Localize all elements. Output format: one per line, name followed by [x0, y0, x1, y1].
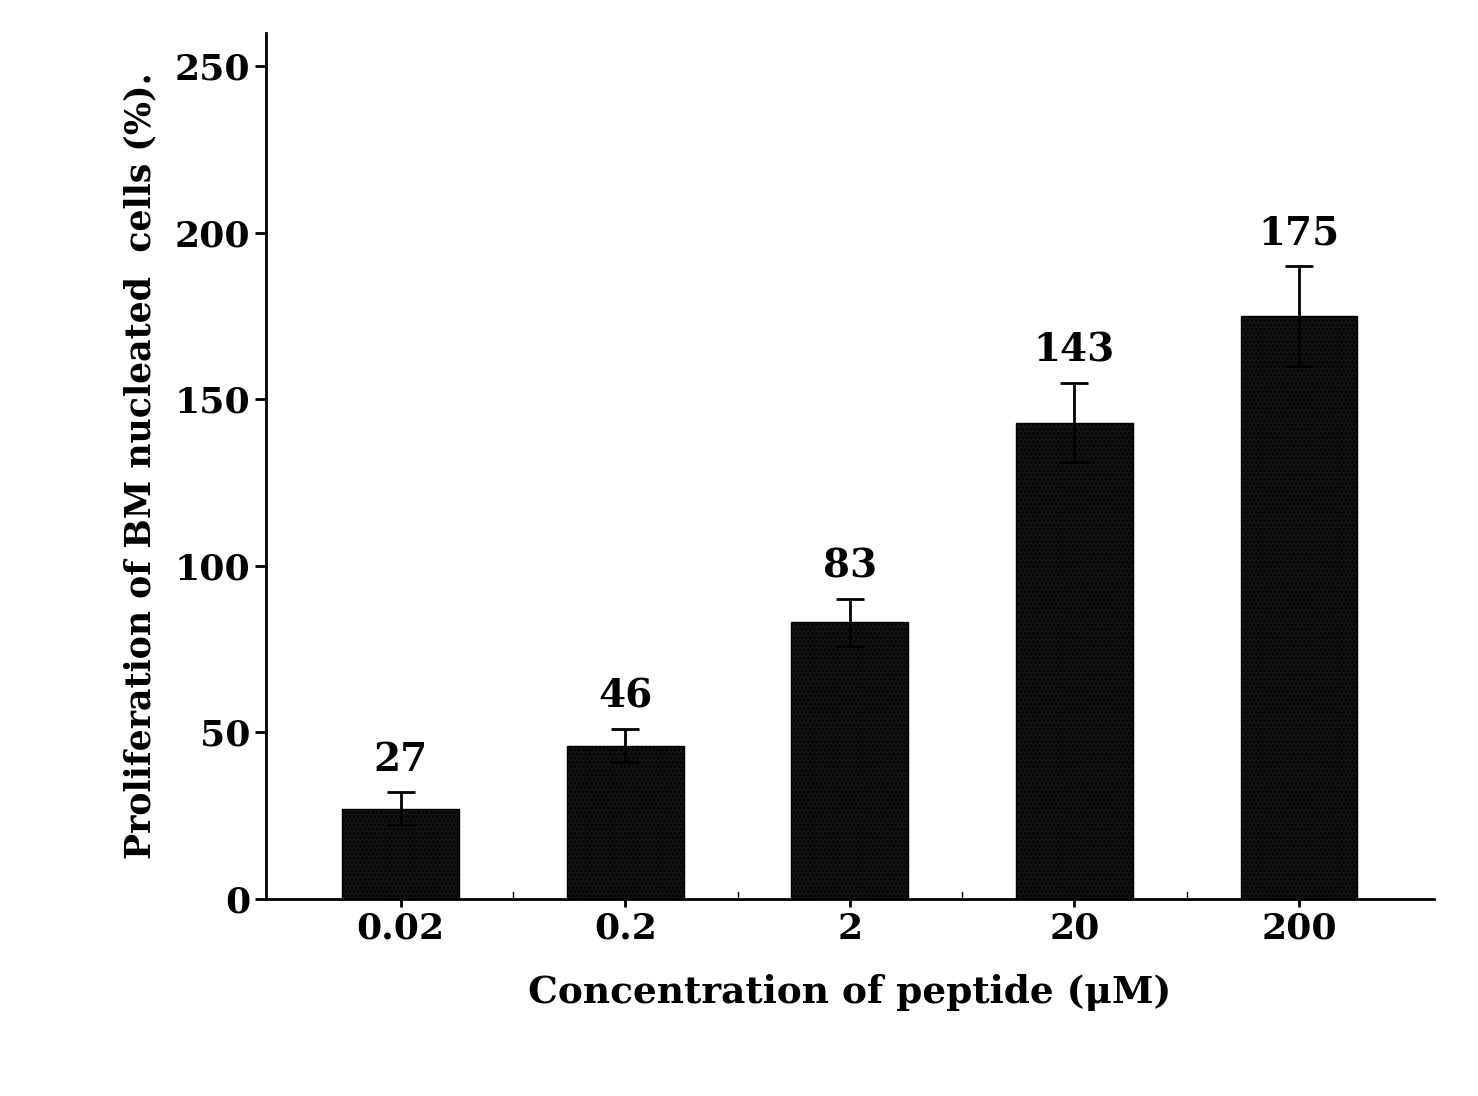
Text: 175: 175 [1258, 215, 1339, 253]
X-axis label: Concentration of peptide (μM): Concentration of peptide (μM) [528, 973, 1172, 1011]
Bar [792, 623, 907, 899]
Bar [1015, 423, 1132, 899]
Text: 83: 83 [823, 548, 876, 585]
Bar [568, 745, 684, 899]
Text: 143: 143 [1033, 331, 1114, 369]
Text: 46: 46 [599, 677, 652, 716]
Text: 27: 27 [374, 741, 429, 779]
Bar [1240, 316, 1357, 899]
Bar [343, 809, 460, 899]
Y-axis label: Proliferation of BM nucleated  cells (%).: Proliferation of BM nucleated cells (%). [124, 72, 158, 859]
